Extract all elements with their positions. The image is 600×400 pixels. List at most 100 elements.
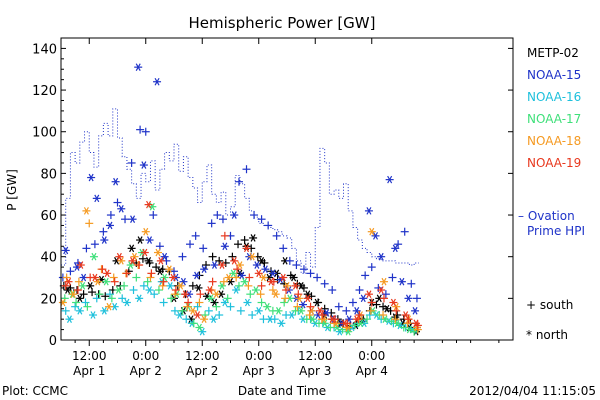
- point-north-noaa-15: [128, 215, 137, 223]
- point-north-noaa-19: [303, 294, 312, 303]
- point-south-metp-02: [202, 261, 211, 270]
- point-north-noaa-19: [181, 290, 190, 298]
- footer-plot-credit: Plot: CCMC: [2, 384, 68, 398]
- point-north-noaa-15: [268, 269, 277, 278]
- point-north-noaa-18: [307, 307, 316, 315]
- point-north-noaa-18: [165, 265, 174, 273]
- point-north-noaa-19: [128, 257, 137, 265]
- point-north-noaa-16: [89, 311, 98, 319]
- point-south-noaa-15: [149, 211, 158, 220]
- point-south-metp-02: [228, 252, 237, 261]
- x-tick-time-label: 0:00: [132, 349, 159, 363]
- point-south-metp-02: [208, 252, 217, 261]
- point-south-noaa-19: [98, 265, 107, 274]
- x-tick-date-label: Apr 4: [356, 364, 388, 378]
- point-north-noaa-17: [274, 307, 283, 315]
- point-south-noaa-15: [257, 215, 266, 224]
- point-south-noaa-15: [155, 242, 164, 251]
- point-north-noaa-19: [64, 277, 73, 286]
- point-north-noaa-18: [153, 248, 162, 257]
- point-south-noaa-15: [207, 219, 216, 228]
- point-south-noaa-15: [106, 211, 115, 220]
- ovation-prime-line: [61, 108, 419, 274]
- point-south-noaa-17: [143, 277, 152, 286]
- point-south-noaa-15: [264, 221, 273, 230]
- point-north-noaa-15: [105, 221, 114, 230]
- point-south-noaa-15: [279, 244, 288, 253]
- point-south-noaa-15: [186, 240, 195, 249]
- point-south-noaa-16: [204, 306, 213, 315]
- point-south-noaa-17: [83, 302, 92, 311]
- point-south-noaa-19: [122, 269, 131, 278]
- point-south-noaa-15: [213, 211, 222, 220]
- point-south-noaa-15: [272, 231, 281, 240]
- point-south-noaa-19: [282, 286, 291, 295]
- point-north-noaa-19: [266, 277, 275, 286]
- point-south-noaa-18: [366, 306, 375, 315]
- point-south-noaa-17: [363, 315, 372, 324]
- legend-marker-north: * north: [526, 328, 568, 342]
- point-south-noaa-15: [367, 263, 376, 272]
- point-north-noaa-18: [224, 273, 233, 282]
- point-north-noaa-15: [411, 307, 420, 315]
- point-north-noaa-19: [352, 315, 361, 323]
- point-north-noaa-17: [263, 302, 272, 311]
- point-north-noaa-16: [145, 286, 154, 294]
- point-south-noaa-15: [400, 227, 409, 236]
- legend-entry-noaa-15: NOAA-15: [527, 68, 581, 82]
- point-south-noaa-19: [392, 306, 401, 315]
- point-north-noaa-19: [291, 282, 300, 290]
- point-south-noaa-17: [223, 294, 232, 303]
- point-south-noaa-18: [62, 273, 71, 282]
- point-north-noaa-18: [176, 282, 185, 290]
- point-north-noaa-15: [299, 300, 308, 309]
- point-north-noaa-15: [92, 194, 101, 203]
- point-south-noaa-17: [60, 294, 69, 303]
- point-south-noaa-17: [120, 281, 129, 290]
- point-north-noaa-17: [251, 286, 260, 294]
- point-north-noaa-15: [134, 63, 143, 71]
- point-south-noaa-17: [95, 290, 104, 299]
- legend-entry-noaa-17: NOAA-17: [527, 112, 581, 126]
- point-north-noaa-19: [412, 319, 421, 328]
- point-south-noaa-17: [72, 298, 81, 307]
- ovation-line-layer: [61, 108, 419, 274]
- legend: METP-02 NOAA-15 NOAA-16 NOAA-17 NOAA-18 NOAA-…: [518, 46, 585, 342]
- point-south-noaa-17: [280, 298, 289, 307]
- point-south-noaa-19: [355, 311, 364, 320]
- point-south-noaa-15: [136, 125, 145, 134]
- point-north-noaa-15: [359, 294, 368, 303]
- point-north-metp-02: [144, 257, 153, 265]
- point-north-noaa-16: [232, 286, 241, 294]
- point-south-noaa-19: [184, 298, 193, 307]
- point-south-noaa-16: [215, 311, 224, 320]
- point-south-noaa-15: [292, 261, 301, 270]
- point-north-noaa-15: [371, 232, 380, 240]
- point-north-noaa-18: [200, 315, 209, 323]
- point-south-metp-02: [79, 290, 88, 299]
- point-north-noaa-16: [75, 307, 84, 315]
- point-north-noaa-16: [254, 307, 263, 315]
- point-north-metp-02: [313, 298, 322, 307]
- point-north-metp-02: [127, 244, 136, 253]
- point-south-noaa-15: [199, 244, 208, 253]
- point-north-noaa-19: [193, 311, 202, 319]
- point-north-noaa-19: [140, 248, 149, 257]
- point-south-noaa-15: [242, 165, 251, 174]
- point-south-noaa-19: [294, 290, 303, 299]
- point-north-metp-02: [155, 267, 164, 276]
- point-north-noaa-16: [166, 282, 175, 290]
- point-north-noaa-19: [103, 269, 112, 278]
- point-north-noaa-19: [90, 273, 99, 282]
- point-south-noaa-15: [90, 240, 99, 249]
- y-tick-label: 60: [40, 209, 57, 224]
- point-south-noaa-16: [248, 311, 257, 320]
- point-south-noaa-19: [159, 277, 168, 286]
- point-north-noaa-18: [379, 277, 388, 286]
- point-north-noaa-16: [135, 294, 144, 303]
- point-south-noaa-17: [189, 319, 198, 328]
- point-north-noaa-15: [352, 307, 361, 315]
- point-north-noaa-17: [218, 282, 227, 290]
